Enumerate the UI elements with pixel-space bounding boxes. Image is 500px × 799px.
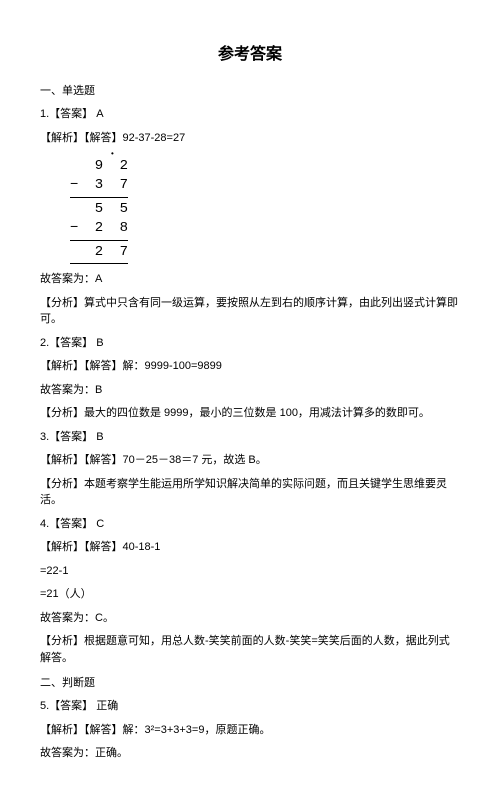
q5-answer: 5.【答案】 正确 [40,698,460,715]
q5-result: 故答案为：正确。 [40,745,460,762]
calc-row: 9 2 [70,157,460,176]
page-title: 参考答案 [40,40,460,64]
q1-answer: 1.【答案】 A [40,106,460,123]
q5-explain: 【解析】【解答】解：3²=3+3+3=9，原题正确。 [40,722,460,739]
q1-explain: 【解析】【解答】92-37-28=27 [40,130,460,147]
calc-row: − 2 8 [70,219,460,238]
q4-analysis: 【分析】根据题意可知，用总人数-笑笑前面的人数-笑笑=笑笑后面的人数，据此列式解… [40,633,460,666]
q3-answer: 3.【答案】 B [40,429,460,446]
q2-answer: 2.【答案】 B [40,335,460,352]
q4-step1: =22-1 [40,563,460,580]
q3-analysis: 【分析】本题考察学生能运用所学知识解决简单的实际问题，而且关键学生思维要灵活。 [40,476,460,509]
calc-rule [70,240,128,241]
calc-row: 5 5 [70,200,460,219]
calc-rule [70,263,128,264]
section-2-header: 二、判断题 [40,674,460,690]
section-1-header: 一、单选题 [40,82,460,98]
q4-answer: 4.【答案】 C [40,516,460,533]
q2-analysis: 【分析】最大的四位数是 9999，最小的三位数是 100，用减法计算多的数即可。 [40,405,460,422]
q4-explain: 【解析】【解答】40-18-1 [40,539,460,556]
q1-result: 故答案为：A [40,271,460,288]
q1-vertical-calc: • 9 2 − 3 7 5 5 − 2 8 2 7 [70,153,460,264]
q4-step2: =21（人） [40,586,460,603]
q2-explain: 【解析】【解答】解：9999-100=9899 [40,358,460,375]
calc-row: 2 7 [70,243,460,262]
calc-rule [70,197,128,198]
calc-row: − 3 7 [70,176,460,195]
q2-result: 故答案为：B [40,382,460,399]
q3-explain: 【解析】【解答】70－25－38＝7 元，故选 B。 [40,452,460,469]
q1-analysis: 【分析】算式中只含有同一级运算，要按照从左到右的顺序计算，由此列出竖式计算即可。 [40,295,460,328]
q4-result: 故答案为：C。 [40,610,460,627]
